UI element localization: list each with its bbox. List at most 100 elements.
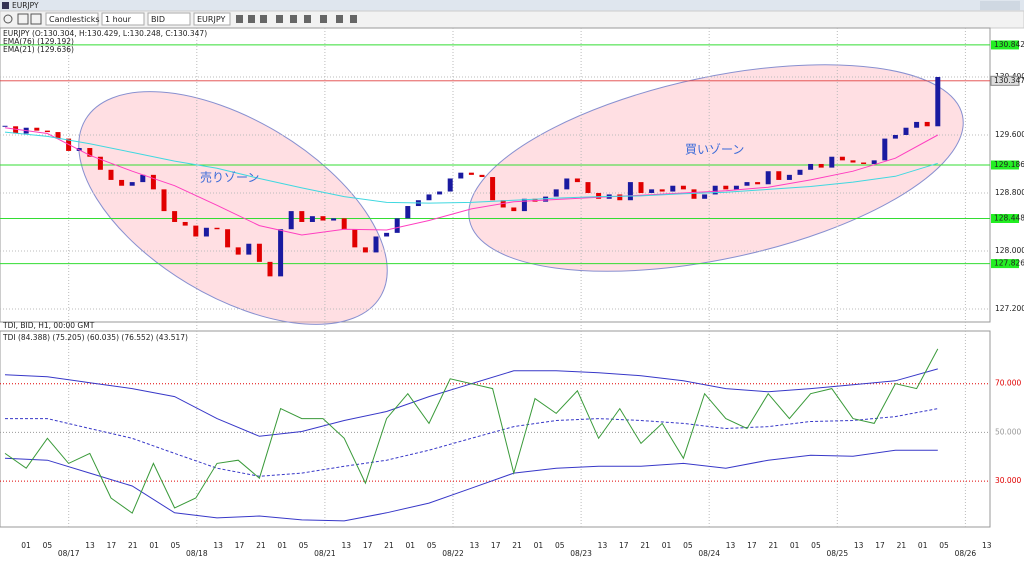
time-label: 13 [213,541,223,550]
window-controls[interactable] [980,1,1020,10]
candle [585,182,591,193]
buy-zone [468,64,964,272]
tool-icon[interactable] [260,15,267,23]
price-tick-label: 129.600 [995,130,1024,139]
time-label: 21 [512,541,522,550]
chart-type-select[interactable] [45,12,99,26]
level-label: 50.000 [995,427,1021,436]
candle [479,174,485,178]
date-label: 08/22 [442,549,464,558]
date-label: 08/17 [58,549,80,558]
indicator-line [4,131,938,204]
candle [829,156,835,168]
tool-icon[interactable] [336,15,343,23]
candle [670,185,676,192]
candle [468,172,474,175]
candle [458,172,464,179]
time-label: 01 [21,541,31,550]
date-label: 08/26 [955,549,977,558]
legend-entry: EMA(21) (129.636) [3,45,74,54]
tool-icon[interactable] [320,15,327,23]
candle [55,132,61,139]
candle [564,178,570,190]
candle [935,76,941,127]
tool-icon[interactable] [350,15,357,23]
candle [140,174,146,183]
time-label: 01 [277,541,287,550]
info-button[interactable] [3,14,13,24]
candle [850,160,856,163]
zone-annotation: 買いゾーン [685,143,744,157]
level-label: 127.826 [994,259,1024,268]
candle [490,177,496,201]
candle [776,171,782,180]
time-label: 21 [384,541,394,550]
indicator-line [4,449,938,522]
tool-icon[interactable] [236,15,243,23]
time-label: 01 [918,541,928,550]
candle [341,218,347,230]
time-label: 13 [982,541,992,550]
candle [723,185,729,190]
current-price-box [990,75,1020,86]
time-label: 13 [598,541,608,550]
candle [203,227,209,237]
crop-button[interactable] [30,13,42,25]
level-label-box [991,214,1019,223]
time-label: 05 [683,541,693,550]
time-label: 17 [491,541,501,550]
candle [712,185,718,195]
candle [129,182,135,186]
time-label: 17 [747,541,757,550]
candle [214,227,220,230]
candle [596,192,602,199]
candle [172,211,178,222]
candle [373,236,379,253]
side-select[interactable] [147,12,191,26]
candle [744,182,750,186]
candle [362,247,368,253]
time-label: 05 [427,541,437,550]
indicator-header: TDI, BID, H1, 00:00 GMT [2,321,95,330]
candle [246,243,252,255]
date-label: 08/25 [826,549,848,558]
candle [511,207,517,212]
tool-icon[interactable] [276,15,283,23]
candle [225,229,231,248]
time-label: 05 [299,541,309,550]
time-label: 13 [341,541,351,550]
candle [13,126,19,134]
candle [34,127,40,131]
candle [437,191,443,195]
indicator-panel [0,330,991,528]
candle [839,156,845,161]
candle [903,127,909,135]
candle [256,243,262,262]
level-label: 128.448 [994,214,1024,223]
time-label: 21 [640,541,650,550]
candle [331,218,337,221]
tool-icon[interactable] [290,15,297,23]
candle [691,189,697,199]
period-select[interactable] [101,12,145,26]
time-label: 01 [790,541,800,550]
level-label-box [991,40,1019,50]
candle [405,206,411,219]
level-label: 70.000 [995,379,1021,388]
time-label: 13 [470,541,480,550]
price-tick-label: 127.200 [995,304,1024,313]
crosshair-button[interactable] [17,13,29,25]
level-label: 130.842 [994,40,1024,49]
symbol-select[interactable] [193,12,231,26]
candle [119,179,125,186]
tool-icon[interactable] [304,15,311,23]
candle [320,216,326,221]
price-tick-label: 128.800 [995,188,1024,197]
candle [871,160,877,164]
tool-icon[interactable] [248,15,255,23]
candle [182,221,188,226]
candle [818,163,824,168]
candle [426,194,432,201]
time-label: 01 [149,541,159,550]
candle [574,178,580,183]
